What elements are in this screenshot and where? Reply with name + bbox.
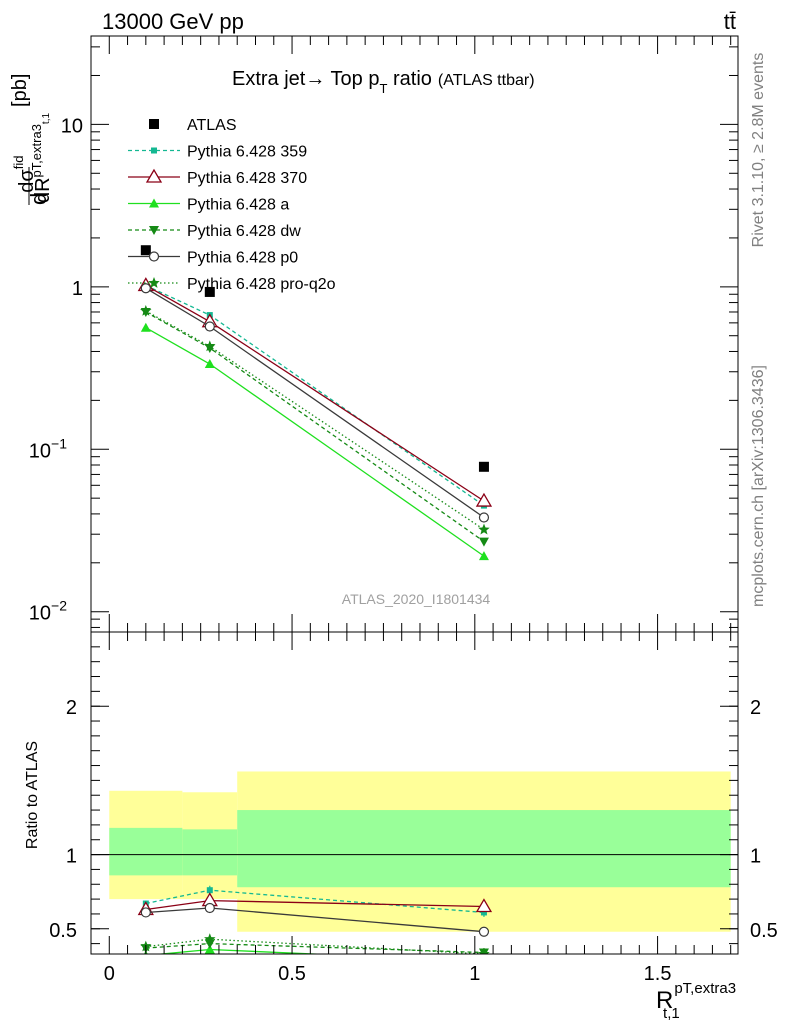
xlabel-sub: t,1 [663,1005,680,1022]
series-point [204,321,215,332]
chart-title-main: Extra jet→ Top p [232,68,379,90]
legend-label: Pythia 6.428 370 [187,170,307,187]
series-line [145,310,485,531]
series-point [140,283,151,294]
ratio-xlabel: RpT,extra3 t,1 [656,980,736,1022]
atlas-data-point [478,461,489,472]
legend-label: Pythia 6.428 359 [187,144,307,161]
main-ytick-label: 10 [61,115,83,137]
atlas-data-point [140,245,151,256]
legend-marker [149,119,159,129]
xlabel-main: R [656,987,673,1014]
legend-marker [149,198,159,208]
ylabel-sigma: dσ [16,169,38,193]
series-point [204,340,216,352]
ratio-xtick-label: 0 [104,963,115,985]
header-process: tt̄ [724,9,736,34]
ratio-series-point [140,907,151,918]
series-line [145,327,485,557]
ratio-band-green [109,827,183,876]
legend-label: Pythia 6.428 p0 [187,250,298,267]
ratio-series-point [478,948,490,954]
main-ytick-base: 10 [29,440,51,462]
ratio-series-point [204,944,215,954]
main-ylabel: ddσfid pT,extra3t,1 [pb] dR [9,74,54,205]
series-point [478,537,489,547]
chart-title-paren: (ATLAS ttbar) [438,72,535,89]
ratio-ytick-label: 2 [66,697,77,719]
ylabel-d: d [26,193,51,205]
series-point [204,358,215,368]
ratio-panel: 2 2 1 1 0.5 0.5 0 0.5 1 1.5 Ratio to ATLAS RpT,ex… [24,631,778,1022]
main-ytick-label: 10−1 [29,435,67,462]
header-energy: 13000 GeV pp [102,9,244,34]
legend-label: ATLAS [187,117,237,134]
series-point [478,512,490,523]
series-line [145,311,485,543]
ratio-xtick-label: 1 [469,963,480,985]
ratio-xtick-label: 1.5 [644,963,672,985]
legend-marker [151,147,157,154]
ratio-band-green [237,810,731,888]
ylabel-unit: [pb] [9,74,31,107]
ratio-series-point [206,887,213,894]
ratio-series-point [480,909,487,916]
series-point [478,523,490,535]
chart-title-suffix: ratio [387,68,431,90]
series-line [145,287,485,519]
ratio-xtick-label: 0.5 [278,963,306,985]
source-label: mcplots.cern.ch [arXiv:1306.3436] [750,365,767,607]
ratio-ytick-label-right: 0.5 [750,920,778,942]
legend-marker [145,168,163,183]
main-ytick-base: 10 [29,603,51,625]
legend-marker [149,226,159,235]
atlas-data-point [204,286,215,297]
ratio-series-group [137,885,493,965]
chart-title-sub: T [379,81,387,96]
legend-label: Pythia 6.428 pro-q2o [187,276,336,293]
legend-marker [148,277,160,288]
main-ytick-exp: −2 [51,598,67,614]
ratio-ytick-label-right: 1 [750,846,761,868]
ylabel-sub2: t,1 [41,113,52,125]
xlabel-sup: pT,extra3 [674,980,736,997]
ratio-series-point [475,898,493,913]
ratio-ytick-label: 1 [66,846,77,868]
legend-marker [148,251,160,262]
legend-label: Pythia 6.428 dw [187,223,301,240]
series-line [145,284,485,502]
ylabel-denominator: dR [32,177,54,203]
chart-title: Extra jet→ Top pT ratio (ATLAS ttbar) [232,68,535,96]
legend-label: Pythia 6.428 a [187,197,289,214]
ylabel-sigma-sup: fid [11,156,26,170]
main-ytick-label: 1 [72,278,83,300]
ratio-series-point [478,926,490,937]
main-ytick-label: 10−2 [29,598,67,625]
ratio-series-point [479,956,489,965]
legend: ATLAS Pythia 6.428 359 Pythia 6.428 370 Pyt… [128,117,336,293]
ratio-band-green [182,829,238,876]
series-point [475,492,493,507]
ylabel-sub: pT,extra3 [29,124,44,177]
rivet-version-label: Rivet 3.1.10, ≥ 2.8M events [750,53,767,248]
series-point [140,322,151,332]
series-point [478,551,489,561]
analysis-label: ATLAS_2020_I1801434 [342,591,491,607]
ratio-ytick-label-right: 2 [750,697,761,719]
ratio-ylabel: Ratio to ATLAS [24,741,41,849]
series-point [140,305,152,316]
main-ytick-exp: −1 [51,435,67,451]
ratio-frame [90,631,739,955]
ratio-ytick-label: 0.5 [49,920,77,942]
ratio-series-point [204,902,215,914]
ratio-series-point [204,933,216,944]
